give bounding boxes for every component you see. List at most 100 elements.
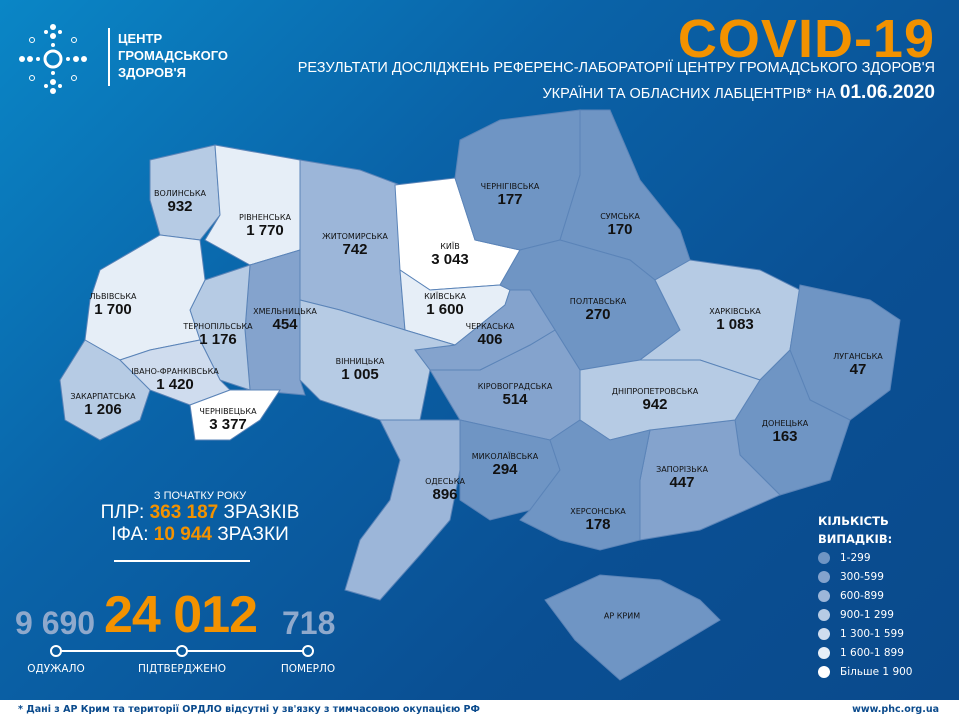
region-label-zhytomyr: ЖИТОМИРСЬКА 742: [322, 232, 388, 258]
region-name: ЖИТОМИРСЬКА: [322, 232, 388, 241]
legend-item: 600-899: [818, 586, 913, 605]
legend-label: 900-1 299: [840, 608, 894, 621]
region-label-mykolaiv: МИКОЛАЇВСЬКА 294: [472, 452, 538, 478]
region-name: ЗАПОРІЗЬКА: [656, 465, 708, 474]
region-cases: 47: [849, 361, 867, 378]
region-name: ХМЕЛЬНИЦЬКА: [253, 307, 317, 316]
region-label-ivano-frankivsk: ІВАНО-ФРАНКІВСЬКА 1 420: [131, 367, 218, 393]
region-cases: 177: [497, 191, 523, 208]
region-label-kyiv-city: КИЇВ 3 043: [431, 242, 469, 268]
legend-swatch-icon: [818, 570, 830, 583]
region-cases: 270: [585, 306, 611, 323]
region-chernivtsi[interactable]: [189, 389, 281, 441]
region-label-zakarpattia: ЗАКАРПАТСЬКА 1 206: [70, 392, 135, 418]
phc-logo-icon: [19, 24, 87, 94]
pcr-label: ПЛР:: [100, 502, 145, 523]
region-cases: 1 206: [84, 401, 122, 418]
region-label-dnipro: ДНІПРОПЕТРОВСЬКА 942: [612, 387, 699, 413]
region-cases: 1 176: [199, 331, 237, 348]
region-name: ТЕРНОПІЛЬСЬКА: [183, 322, 253, 331]
region-label-sumy: СУМСЬКА 170: [600, 212, 640, 238]
region-crimea[interactable]: [544, 574, 721, 681]
timeline-dot: [50, 645, 62, 657]
region-rivne[interactable]: [204, 144, 301, 266]
region-vinnytsia[interactable]: [299, 299, 456, 421]
region-name: ЗАКАРПАТСЬКА: [70, 392, 136, 401]
region-cases: 932: [167, 198, 193, 215]
region-name: ХАРКІВСЬКА: [709, 307, 761, 316]
region-kherson[interactable]: [519, 419, 651, 551]
region-name: ПОЛТАВСЬКА: [569, 297, 627, 306]
region-label-kherson: ХЕРСОНСЬКА 178: [570, 507, 625, 533]
region-zakarpattia[interactable]: [59, 339, 151, 441]
legend-swatch-icon: [818, 608, 830, 621]
timeline-dot: [176, 645, 188, 657]
deaths-count: 718: [282, 605, 336, 641]
region-cases: 454: [272, 316, 298, 333]
ukraine-map: [59, 109, 901, 681]
region-odesa[interactable]: [344, 419, 461, 601]
region-name: ВІННИЦЬКА: [335, 357, 385, 366]
logo-line: ЗДОРОВ'Я: [118, 65, 186, 80]
region-label-cherkasy: ЧЕРКАСЬКА 406: [466, 322, 515, 348]
region-cases: 1 005: [341, 366, 379, 383]
region-label-donetsk: ДОНЕЦЬКА 163: [762, 419, 808, 445]
recovered-count: 9 690: [15, 605, 96, 641]
legend-label: 1 600-1 899: [840, 646, 904, 659]
region-ivano-frankivsk[interactable]: [119, 339, 231, 406]
legend-swatch-icon: [818, 646, 830, 659]
region-name: РІВНЕНСЬКА: [239, 213, 291, 222]
region-name: КИЇВСЬКА: [424, 292, 466, 301]
footnote: * Дані з АР Крим та території ОРДЛО відс…: [18, 704, 480, 715]
region-cases: 447: [669, 474, 695, 491]
region-label-poltava: ПОЛТАВСЬКА 270: [570, 297, 626, 323]
legend-swatch-icon: [818, 551, 830, 564]
logo-line: ГРОМАДСЬКОГО: [118, 48, 229, 63]
region-cases: 896: [432, 486, 458, 503]
region-name: МИКОЛАЇВСЬКА: [471, 452, 539, 461]
ifa-value: 10 944: [153, 524, 212, 545]
legend-label: 1-299: [840, 551, 871, 564]
pcr-line: ПЛР: 363 187 ЗРАЗКІВ: [85, 502, 315, 524]
region-label-ternopil: ТЕРНОПІЛЬСЬКА 1 176: [183, 322, 252, 348]
region-name: ВОЛИНСЬКА: [153, 189, 207, 198]
region-label-volyn: ВОЛИНСЬКА 932: [154, 189, 206, 215]
region-label-zaporizhzhia: ЗАПОРІЗЬКА 447: [656, 465, 708, 491]
pcr-unit: ЗРАЗКІВ: [223, 502, 300, 523]
region-label-crimea: АР КРИМ: [604, 612, 640, 621]
footer: [0, 700, 959, 720]
ifa-line: ІФА: 10 944 ЗРАЗКИ: [85, 524, 315, 546]
region-name: ХЕРСОНСЬКА: [570, 507, 626, 516]
region-name: ЛЬВІВСЬКА: [89, 292, 137, 301]
website-link[interactable]: www.phc.org.ua: [852, 704, 939, 715]
region-chernihiv[interactable]: [454, 109, 581, 251]
divider: [114, 560, 250, 562]
region-name: ЧЕРКАСЬКА: [465, 322, 515, 331]
region-cases: 942: [642, 396, 668, 413]
region-cases: 1 420: [156, 376, 194, 393]
legend-title: ВИПАДКІВ:: [818, 532, 893, 546]
region-cases: 163: [772, 428, 798, 445]
region-cases: 170: [607, 221, 633, 238]
logo-divider: [108, 28, 110, 86]
report-date: 01.06.2020: [839, 82, 935, 103]
region-label-kyiv: КИЇВСЬКА 1 600: [424, 292, 466, 318]
deaths-label: ПОМЕРЛО: [280, 663, 336, 675]
region-cases: 3 043: [431, 251, 469, 268]
ifa-label: ІФА:: [111, 524, 149, 545]
region-label-vinnytsia: ВІННИЦЬКА 1 005: [336, 357, 385, 383]
region-label-odesa: ОДЕСЬКА 896: [425, 477, 465, 503]
region-label-kirovohrad: КІРОВОГРАДСЬКА 514: [478, 382, 553, 408]
legend-item: Більше 1 900: [818, 662, 913, 681]
tests-summary: З ПОЧАТКУ РОКУ ПЛР: 363 187 ЗРАЗКІВ ІФА:…: [85, 490, 315, 546]
region-name: ДНІПРОПЕТРОВСЬКА: [611, 387, 699, 396]
region-name: ОДЕСЬКА: [425, 477, 465, 486]
region-name: КИЇВ: [440, 242, 460, 251]
region-label-luhansk: ЛУГАНСЬКА 47: [833, 352, 882, 378]
tests-header: З ПОЧАТКУ РОКУ: [153, 490, 247, 502]
legend-title: КІЛЬКІСТЬ: [818, 514, 889, 528]
region-label-rivne: РІВНЕНСЬКА 1 770: [239, 213, 291, 239]
region-cases: 1 083: [716, 316, 754, 333]
page-title: COVID-19: [677, 9, 935, 69]
legend-label: 600-899: [840, 589, 884, 602]
